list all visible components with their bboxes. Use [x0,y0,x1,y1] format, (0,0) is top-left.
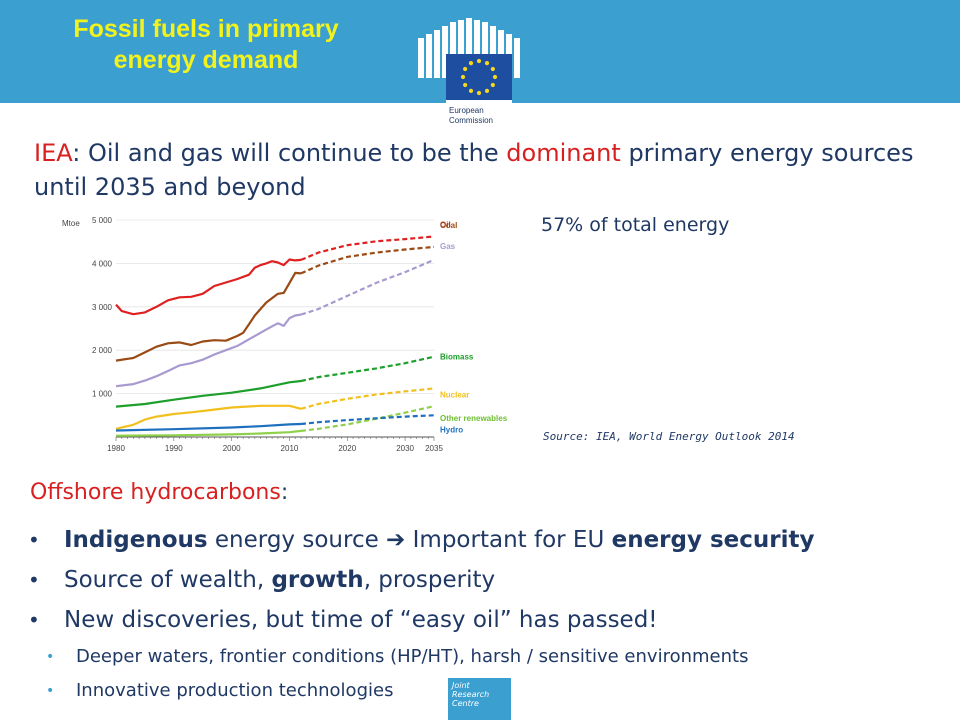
logo-text-1: European [449,106,484,115]
eu-star-icon [490,66,495,72]
eu-star-icon [484,61,490,66]
logo-text-2: Commission [449,116,493,125]
bullet-icon: • [28,528,40,552]
sub-bullet-icon: • [46,649,55,665]
x-tick-label: 2000 [223,444,241,453]
series-line-other-renewables-historical [115,429,302,437]
headline: IEA: Oil and gas will continue to be the… [34,139,914,201]
series-line-biomass-projection [300,355,435,383]
european-commission-logo: European Commission [418,18,520,132]
x-tick-label: 2035 [425,444,443,453]
y-tick-label: 4 000 [92,259,113,268]
x-tick-label: 1980 [107,444,125,453]
series-label-coal: Coal [440,221,457,230]
eu-star-icon [492,74,498,80]
eu-star-icon [484,88,490,93]
sub-list-item: • Innovative production technologies [24,674,954,708]
eu-star-icon [476,90,482,96]
eu-star-icon [463,82,468,88]
series-line-oil-historical [115,258,302,316]
series-label-oil: Oil [440,220,451,229]
list-item: • Indigenous energy source ➔ Important f… [24,520,954,560]
series-label-hydro: Hydro [440,425,463,434]
list-item: • Source of wealth, growth, prosperity [24,560,954,600]
bullet-icon: • [28,608,40,632]
sub-list-item: • Deeper waters, frontier conditions (HP… [24,640,954,674]
slide-title: Fossil fuels in primary energy demand [73,15,339,74]
series-line-nuclear-projection [300,387,435,410]
list-item: • New discoveries, but time of “easy oil… [24,600,954,640]
y-tick-label: 2 000 [92,346,113,355]
eu-star-icon [490,82,495,88]
series-line-coal-projection [300,245,435,275]
series-label-nuclear: Nuclear [440,390,469,399]
energy-demand-chart: Mtoe 1 000 2 000 3 000 4 000 5 000 1980 1990 200… [62,216,508,453]
bullet-list: • Indigenous energy source ➔ Important f… [24,520,954,708]
eu-star-icon [463,66,468,72]
eu-star-icon [460,74,466,80]
x-tick-label: 2030 [396,444,414,453]
subheading: Offshore hydrocarbons: [30,480,289,505]
series-line-coal-historical [115,271,302,362]
series-line-gas-projection [300,258,435,316]
share-note: 57% of total energy [541,214,730,236]
x-tick-label: 1990 [165,444,183,453]
y-tick-label: 1 000 [92,390,113,399]
series-label-gas: Gas [440,242,456,251]
sub-bullet-icon: • [46,683,55,699]
eu-star-icon [476,58,482,64]
jrc-logo: Joint Research Centre [448,678,511,720]
bullet-icon: • [28,568,40,592]
series-line-nuclear-historical [115,404,302,430]
y-tick-label: 3 000 [92,303,113,312]
series-line-gas-historical [115,313,302,388]
x-tick-label: 2010 [281,444,299,453]
eu-star-icon [468,88,474,93]
arrow-icon: ➔ [386,527,406,553]
x-tick-label: 2020 [338,444,356,453]
series-line-biomass-historical [115,379,302,408]
series-line-hydro-historical [115,422,302,432]
series-label-biomass: Biomass [440,353,474,362]
series-line-hydro-projection [300,414,435,426]
y-tick-label: 5 000 [92,216,113,225]
eu-star-icon [468,61,474,66]
y-axis-label: Mtoe [62,219,80,228]
chart-source: Source: IEA, World Energy Outlook 2014 [543,430,795,443]
series-label-other-renewables: Other renewables [440,414,508,423]
